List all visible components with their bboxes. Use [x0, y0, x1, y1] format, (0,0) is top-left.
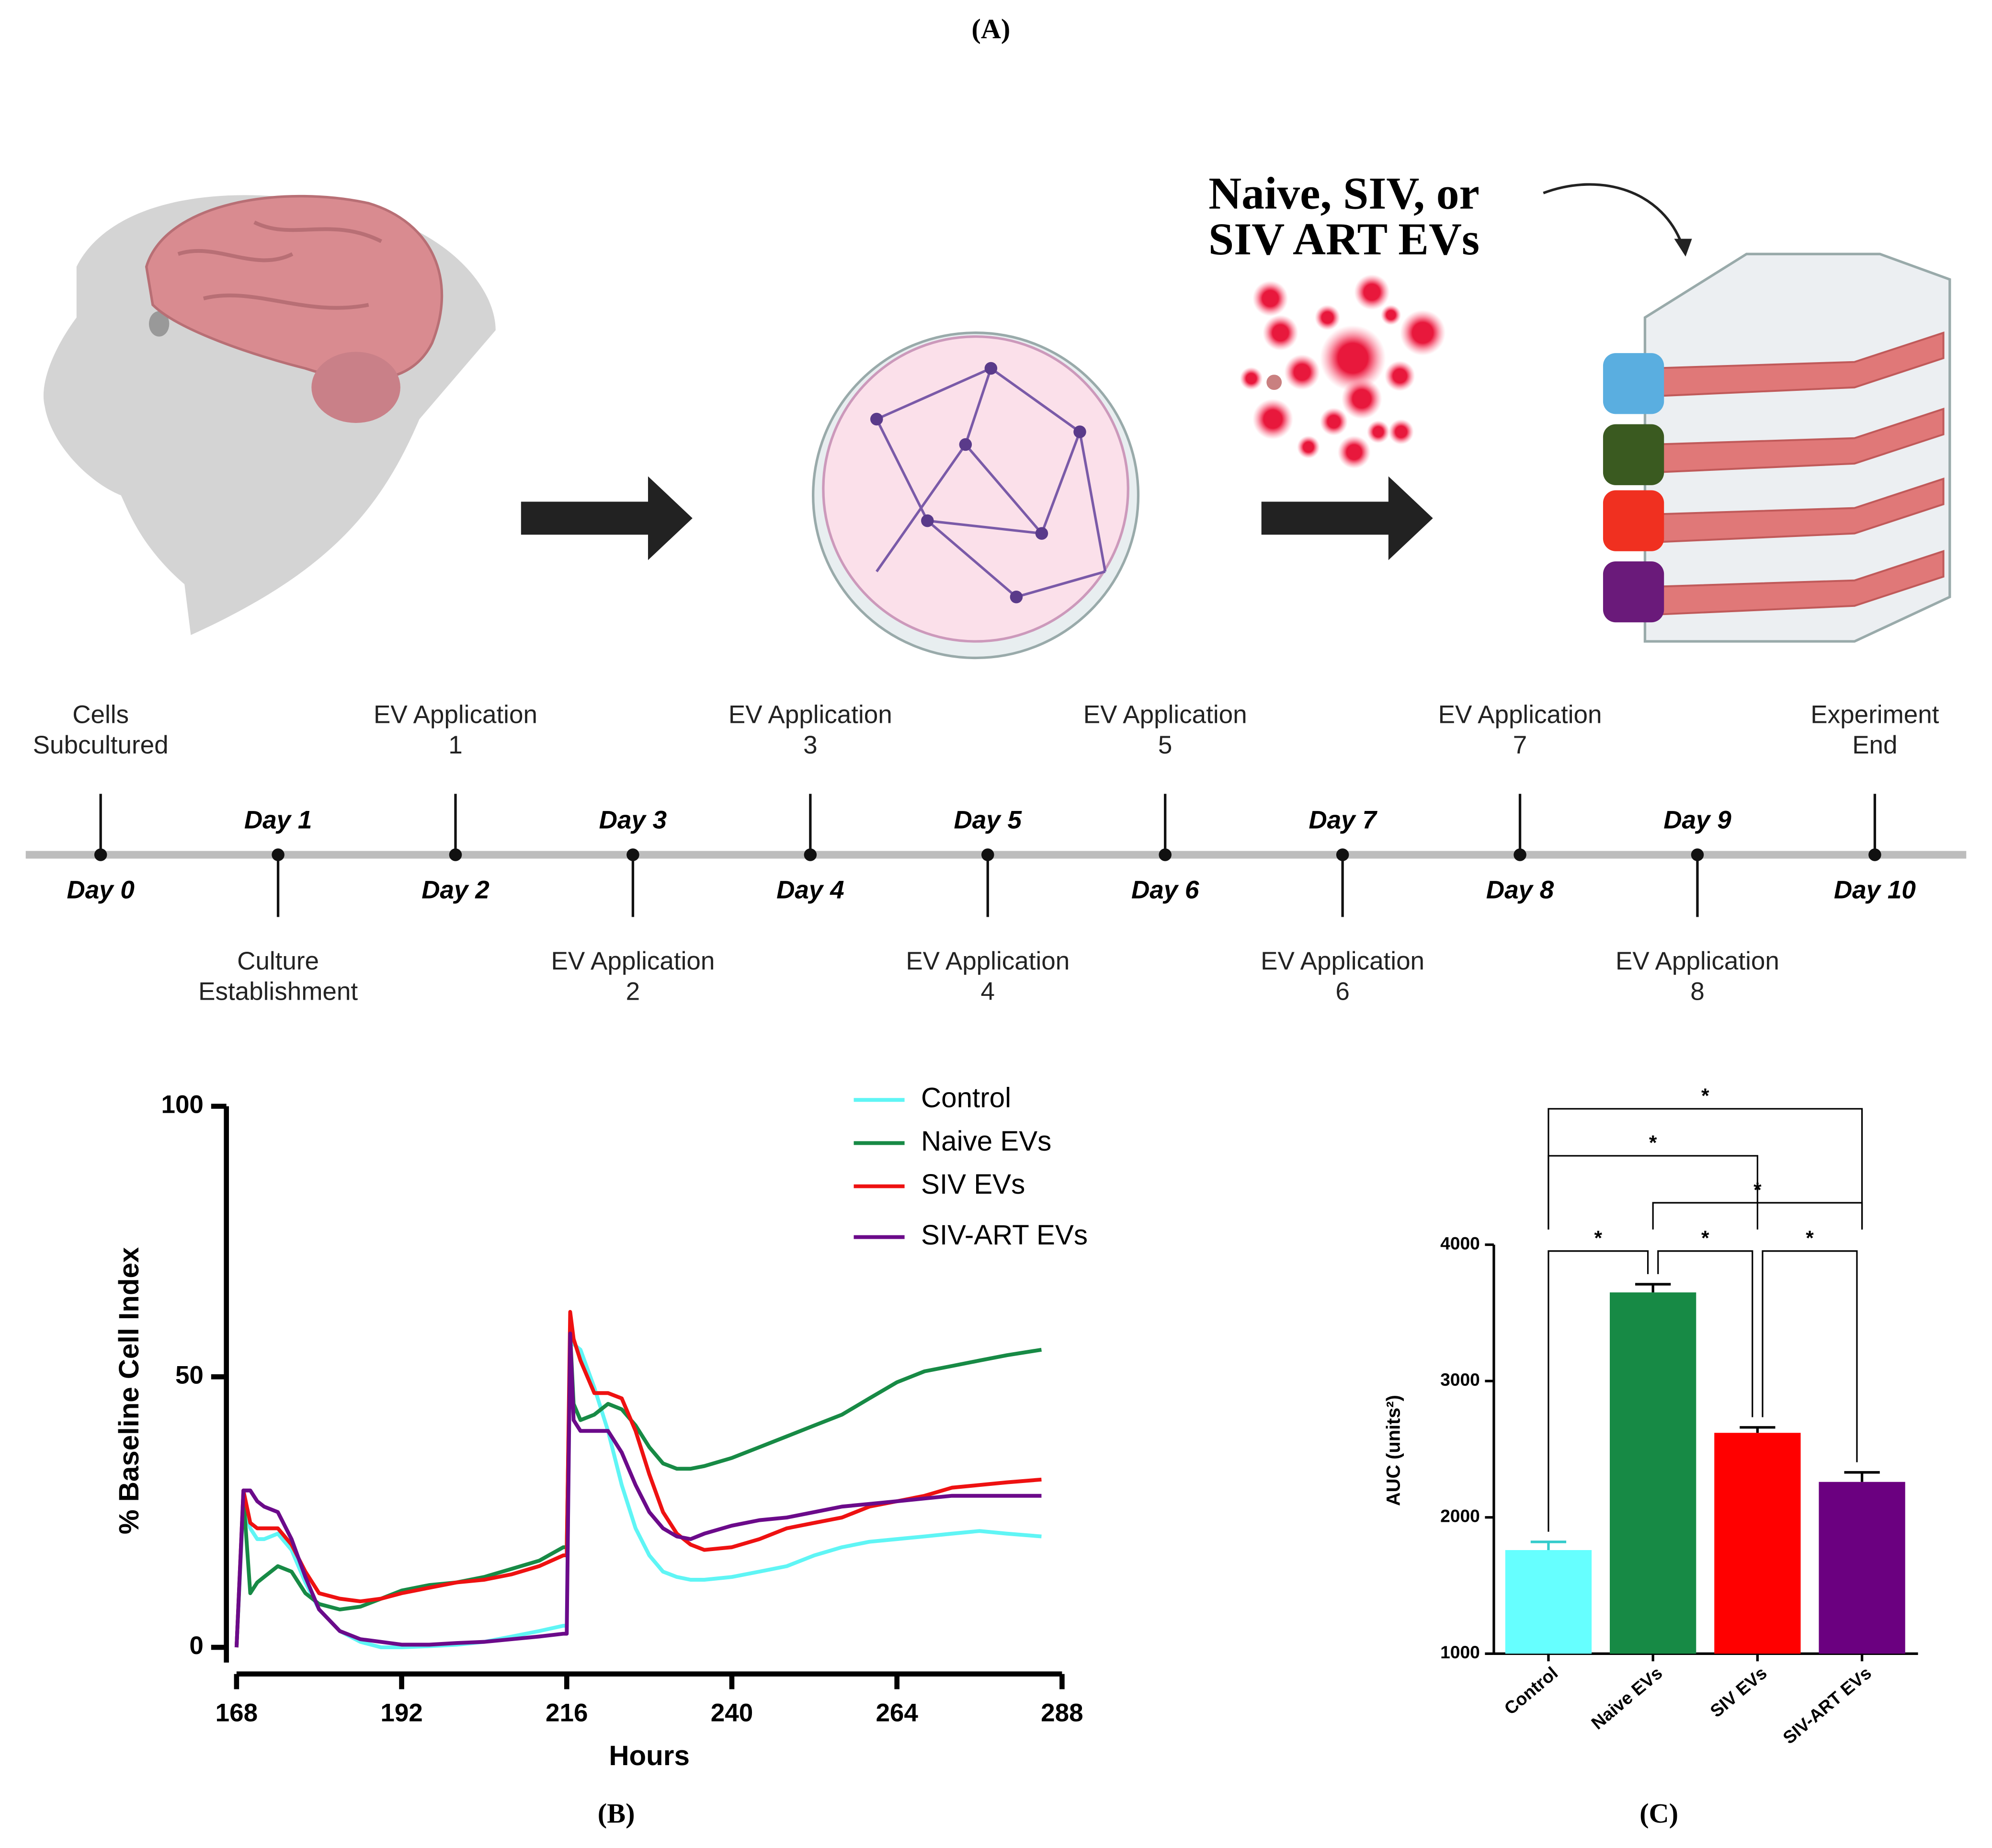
significance-bracket: [1657, 1250, 1753, 1417]
arrow: [521, 476, 693, 560]
day-label: Day 3: [599, 806, 667, 834]
x-tick-label: 288: [1041, 1699, 1083, 1727]
y-tick-label: 1000: [1440, 1642, 1480, 1662]
series-line: [234, 1331, 1042, 1648]
day-label: Day 7: [1309, 806, 1377, 834]
event-text: Experiment: [1810, 700, 1939, 729]
legend-label: SIV EVs: [921, 1169, 1025, 1200]
x-tick-label: 264: [876, 1699, 918, 1727]
event-text: 1: [448, 731, 463, 759]
y-axis-label: % Baseline Cell Index: [114, 1247, 145, 1534]
day-label: Day 10: [1834, 876, 1916, 904]
significance-bracket: [1762, 1250, 1858, 1462]
event-text: EV Application: [906, 947, 1070, 975]
bar: [1609, 1292, 1696, 1654]
y-tick-label: 3000: [1440, 1369, 1480, 1390]
event-text: 2: [626, 978, 640, 1006]
x-tick-label: SIV-ART EVs: [1779, 1663, 1875, 1748]
event-text: 5: [1158, 731, 1172, 759]
x-tick-label: Naive EVs: [1587, 1663, 1666, 1734]
heading: Naive, SIV, or: [1208, 168, 1480, 219]
x-axis-label: Hours: [609, 1740, 690, 1771]
event-text: 6: [1335, 978, 1350, 1006]
y-tick-label: 50: [175, 1361, 204, 1389]
event-text: EV Application: [1083, 700, 1247, 729]
event-text: Cells: [72, 700, 129, 729]
event-text: Culture: [237, 947, 319, 975]
y-tick-label: 100: [161, 1091, 203, 1119]
event-text: End: [1852, 731, 1897, 759]
ev-particles: [1240, 274, 1446, 469]
day-label: Day 2: [421, 876, 489, 904]
bar: [1819, 1482, 1905, 1654]
event-text: EV Application: [1261, 947, 1424, 975]
y-tick-label: 2000: [1440, 1506, 1480, 1526]
curved-arrow: [1543, 183, 1685, 248]
x-tick-label: 216: [546, 1699, 588, 1727]
event-text: Establishment: [198, 978, 358, 1006]
significance-bracket: [1548, 1108, 1863, 1230]
series-line: [234, 1331, 1042, 1648]
heading: SIV ART EVs: [1208, 214, 1480, 264]
panel-label: (A): [971, 13, 1010, 45]
day-label: Day 8: [1486, 876, 1554, 904]
legend-label: Naive EVs: [921, 1126, 1051, 1157]
arrow-head: [1674, 239, 1692, 257]
legend-label: SIV-ART EVs: [921, 1220, 1088, 1251]
day-label: Day 9: [1663, 806, 1731, 834]
significance-label: *: [1806, 1227, 1814, 1249]
y-axis-label: AUC (units²): [1383, 1395, 1404, 1506]
x-tick-label: 192: [380, 1699, 422, 1727]
flask-stack: [1603, 252, 1951, 643]
event-text: EV Application: [1438, 700, 1602, 729]
event-text: EV Application: [551, 947, 715, 975]
day-label: Day 1: [244, 806, 312, 834]
petri-dish: [812, 331, 1140, 660]
significance-label: *: [1701, 1084, 1709, 1107]
y-tick-label: 4000: [1440, 1233, 1480, 1253]
x-tick-label: 240: [711, 1699, 753, 1727]
arrow: [1261, 476, 1433, 560]
event-text: EV Application: [729, 700, 892, 729]
ev-particle: [1266, 375, 1282, 390]
significance-bracket: [1548, 1250, 1649, 1532]
monkey-illustration: [43, 194, 496, 635]
day-label: Day 5: [954, 806, 1023, 834]
legend-label: Control: [921, 1083, 1011, 1114]
day-label: Day 0: [67, 876, 134, 904]
y-tick-label: 0: [189, 1631, 204, 1660]
significance-label: *: [1649, 1131, 1657, 1154]
x-tick-label: Control: [1500, 1663, 1561, 1719]
day-label: Day 6: [1131, 876, 1199, 904]
event-text: Subcultured: [33, 731, 169, 759]
event-text: 8: [1690, 978, 1705, 1006]
bar: [1505, 1550, 1592, 1654]
event-text: EV Application: [1616, 947, 1779, 975]
event-text: EV Application: [374, 700, 537, 729]
significance-label: *: [1594, 1227, 1602, 1249]
day-label: Day 4: [776, 876, 844, 904]
event-text: 7: [1513, 731, 1527, 759]
event-text: 3: [803, 731, 818, 759]
x-tick-label: 168: [216, 1699, 258, 1727]
panel-label: (C): [1639, 1798, 1678, 1829]
significance-label: *: [1701, 1227, 1709, 1249]
series-line: [234, 1310, 1042, 1648]
bar: [1714, 1433, 1801, 1654]
event-text: 4: [981, 978, 995, 1006]
panel-label: (B): [598, 1798, 635, 1829]
x-tick-label: SIV EVs: [1706, 1663, 1770, 1721]
